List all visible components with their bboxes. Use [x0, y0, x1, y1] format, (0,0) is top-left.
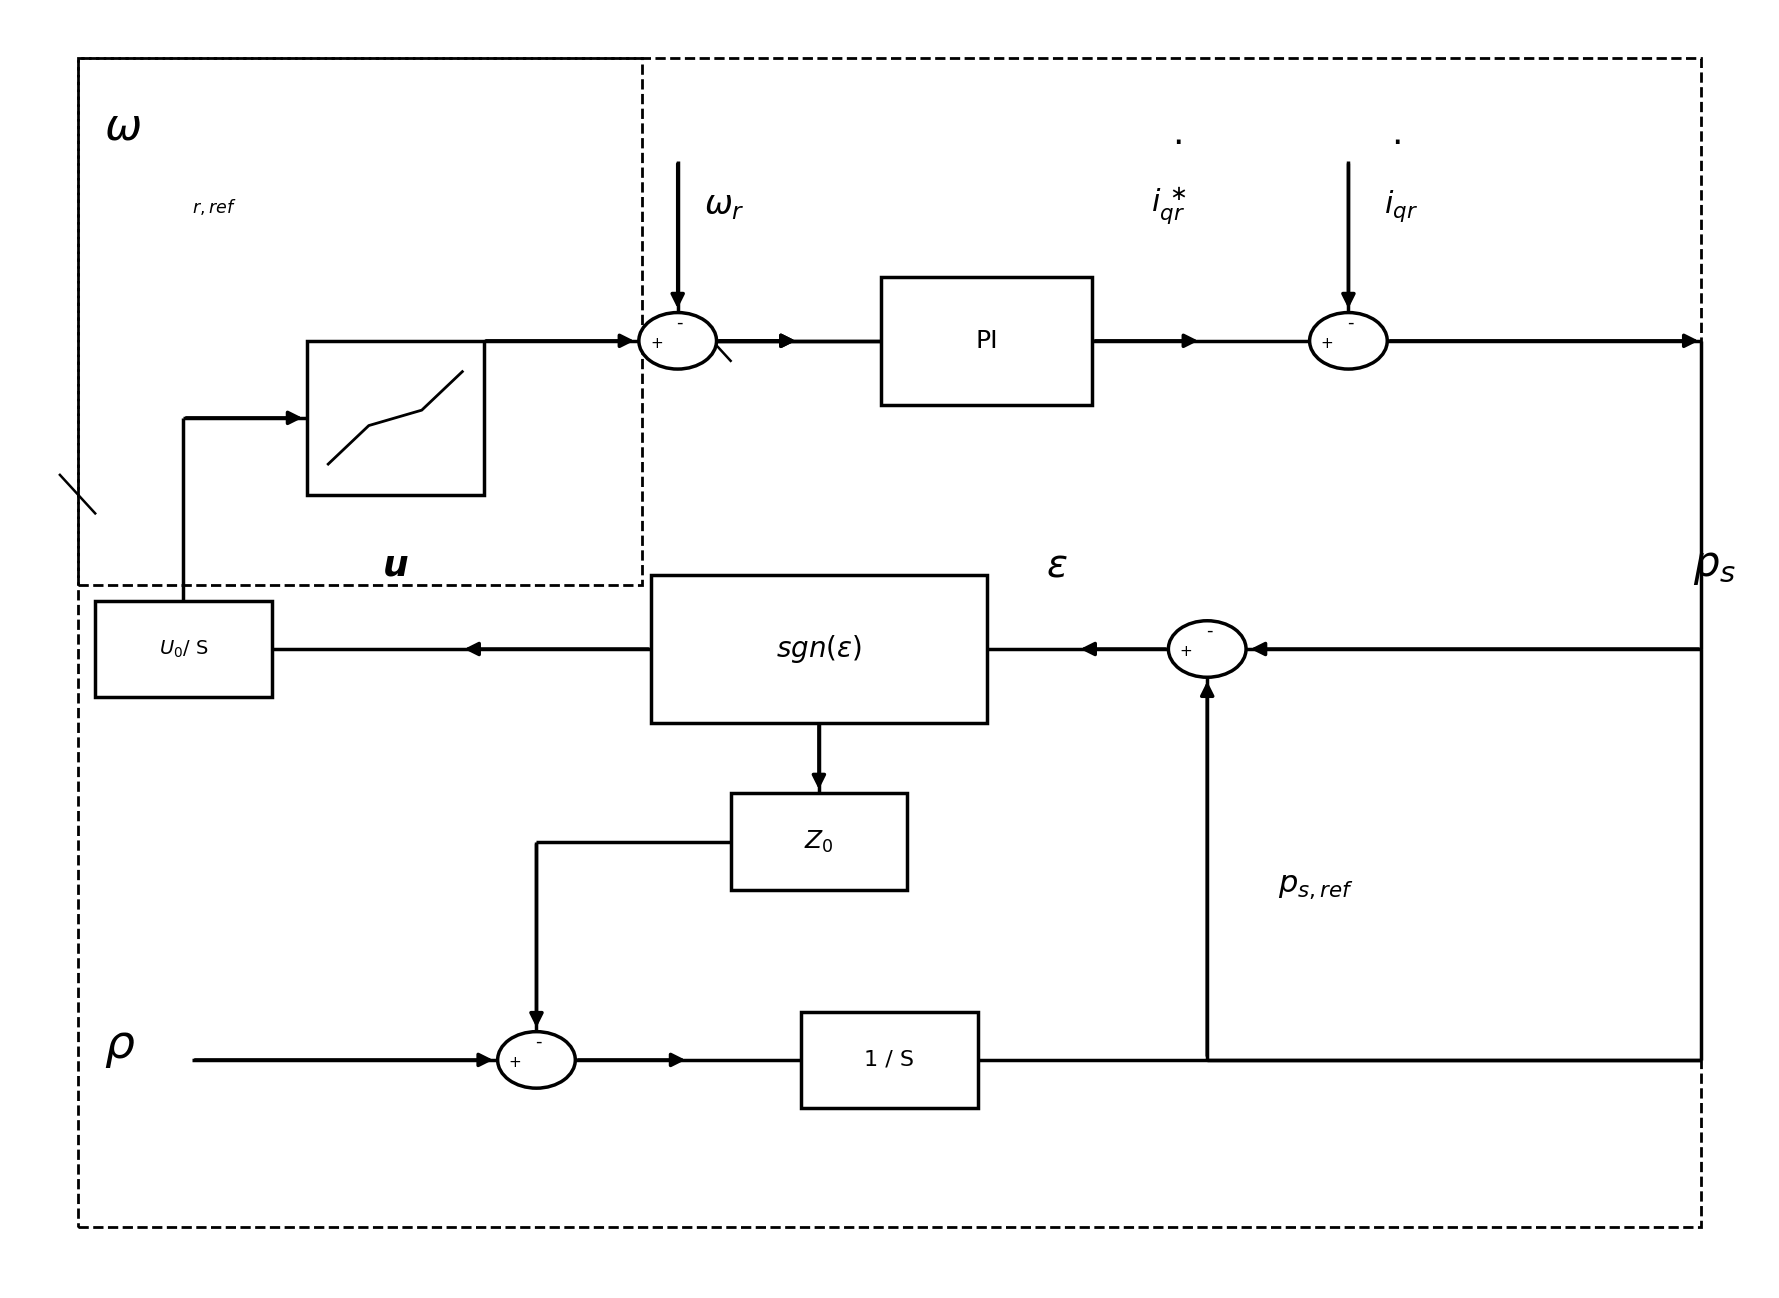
Text: $p_{s,ref}$: $p_{s,ref}$	[1277, 872, 1354, 901]
Text: +: +	[509, 1055, 521, 1071]
Text: +: +	[1320, 336, 1334, 352]
Text: -: -	[1206, 622, 1213, 640]
Circle shape	[639, 313, 717, 369]
Text: +: +	[1179, 644, 1192, 659]
Text: $\omega_r$: $\omega_r$	[704, 190, 745, 222]
Text: $\cdot$: $\cdot$	[1172, 125, 1181, 158]
Text: $U_0$/ S: $U_0$/ S	[158, 639, 208, 659]
Text: $Z_0$: $Z_0$	[804, 828, 834, 854]
FancyBboxPatch shape	[731, 793, 907, 889]
FancyBboxPatch shape	[881, 276, 1092, 405]
Text: $\mathit{i}_{qr}$: $\mathit{i}_{qr}$	[1384, 188, 1418, 225]
Text: -: -	[1347, 313, 1354, 331]
Text: $sgn(\varepsilon)$: $sgn(\varepsilon)$	[776, 633, 861, 665]
Text: -: -	[676, 313, 683, 331]
Text: $p_s$: $p_s$	[1692, 545, 1736, 587]
FancyBboxPatch shape	[96, 601, 272, 697]
Text: $\varepsilon$: $\varepsilon$	[1046, 546, 1067, 584]
Text: $\omega$: $\omega$	[103, 105, 141, 148]
Circle shape	[498, 1032, 575, 1088]
FancyBboxPatch shape	[308, 341, 484, 495]
Circle shape	[1309, 313, 1388, 369]
FancyBboxPatch shape	[801, 1011, 978, 1108]
Text: $\mathit{i}^{\,\ast}_{qr}$: $\mathit{i}^{\,\ast}_{qr}$	[1151, 184, 1187, 227]
Circle shape	[1169, 620, 1245, 678]
Text: $\boldsymbol{u}$: $\boldsymbol{u}$	[382, 549, 409, 583]
Text: +: +	[649, 336, 664, 352]
Text: 1 / S: 1 / S	[865, 1050, 914, 1070]
Text: $\rho$: $\rho$	[103, 1024, 135, 1070]
Text: -: -	[535, 1032, 541, 1050]
Text: $\cdot$: $\cdot$	[1391, 125, 1400, 158]
Text: $_{r,ref}$: $_{r,ref}$	[192, 193, 237, 218]
FancyBboxPatch shape	[651, 575, 987, 723]
Text: PI: PI	[975, 328, 998, 353]
